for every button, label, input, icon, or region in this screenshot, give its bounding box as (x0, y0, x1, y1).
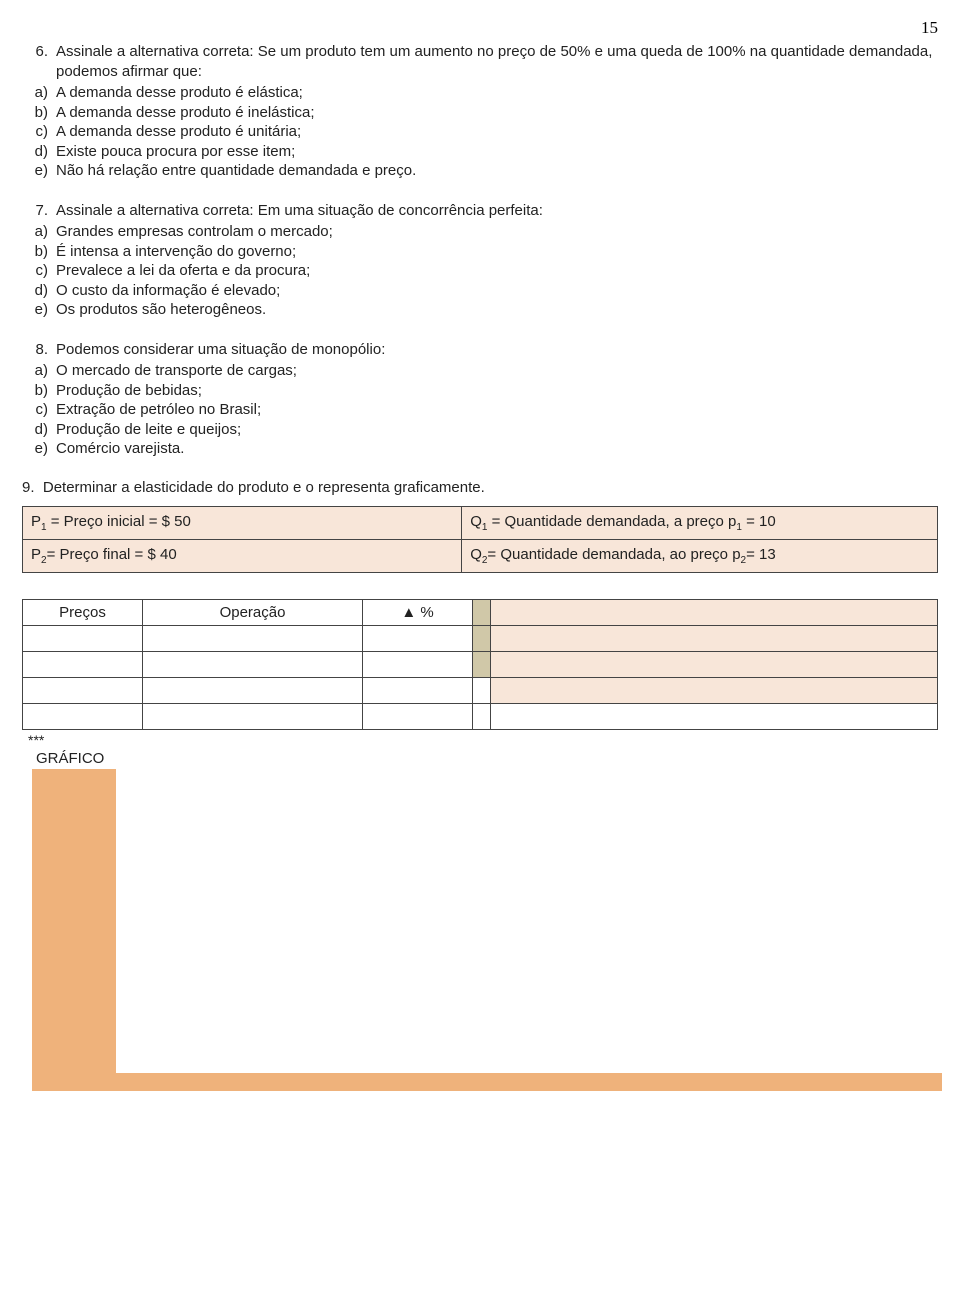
q9-text: Determinar a elasticidade do produto e o… (43, 479, 485, 496)
grafico-label: GRÁFICO (36, 750, 938, 767)
footnote-stars: *** (28, 732, 938, 748)
table-row (23, 625, 938, 651)
table-row: P2= Preço final = $ 40 Q2= Quantidade de… (23, 539, 938, 572)
separator-cell (473, 703, 491, 729)
separator-cell (473, 677, 491, 703)
calc-table: Preços Operação ▲ % (22, 599, 938, 730)
q6-text: Assinale a alternativa correta: Se um pr… (56, 42, 938, 81)
q7-e-label: e) (22, 300, 56, 320)
question-6: 6. Assinale a alternativa correta: Se um… (22, 42, 938, 181)
blank-cell (491, 677, 938, 703)
q6-c-text: A demanda desse produto é unitária; (56, 122, 301, 142)
q8-a-text: O mercado de transporte de cargas; (56, 361, 297, 381)
q8-a-label: a) (22, 361, 56, 381)
q7-b-label: b) (22, 242, 56, 262)
table-row (23, 651, 938, 677)
blank-cell (23, 625, 143, 651)
text: = Preço final = $ 40 (47, 546, 177, 563)
q7-a-text: Grandes empresas controlam o mercado; (56, 222, 333, 242)
text: = Preço inicial = $ 50 (47, 513, 191, 530)
blank-cell (143, 625, 363, 651)
q7-d-label: d) (22, 281, 56, 301)
q8-b-text: Produção de bebidas; (56, 381, 202, 401)
q7-text: Assinale a alternativa correta: Em uma s… (56, 201, 938, 221)
q6-a-text: A demanda desse produto é elástica; (56, 83, 303, 103)
text: P (31, 546, 41, 563)
q9-number: 9. (22, 479, 35, 496)
q8-d-text: Produção de leite e queijos; (56, 420, 241, 440)
table-header-row: Preços Operação ▲ % (23, 599, 938, 625)
q6-c-label: c) (22, 122, 56, 142)
q6-number: 6. (22, 42, 56, 81)
header-operacao: Operação (143, 599, 363, 625)
q6-d-label: d) (22, 142, 56, 162)
text: = 13 (746, 546, 776, 563)
blank-cell (491, 703, 938, 729)
blank-cell (143, 703, 363, 729)
q6-a-label: a) (22, 83, 56, 103)
header-pct: ▲ % (363, 599, 473, 625)
q7-b-text: É intensa a intervenção do governo; (56, 242, 296, 262)
text: = Quantidade demandada, a preço p (487, 513, 736, 530)
q7-a-label: a) (22, 222, 56, 242)
table-row: P1 = Preço inicial = $ 50 Q1 = Quantidad… (23, 506, 938, 539)
blank-cell (23, 677, 143, 703)
blank-cell (363, 625, 473, 651)
header-precos: Preços (23, 599, 143, 625)
q6-b-text: A demanda desse produto é inelástica; (56, 103, 315, 123)
cell-p1: P1 = Preço inicial = $ 50 (23, 506, 462, 539)
q6-d-text: Existe pouca procura por esse item; (56, 142, 295, 162)
chart-x-axis-bar (32, 1073, 942, 1091)
blank-cell (491, 651, 938, 677)
page-number: 15 (22, 18, 938, 38)
cell-q1: Q1 = Quantidade demandada, a preço p1 = … (462, 506, 938, 539)
blank-cell (363, 703, 473, 729)
q7-e-text: Os produtos são heterogêneos. (56, 300, 266, 320)
text: Q (470, 546, 482, 563)
q8-text: Podemos considerar uma situação de monop… (56, 340, 938, 360)
separator-cell (473, 651, 491, 677)
q8-b-label: b) (22, 381, 56, 401)
q8-c-text: Extração de petróleo no Brasil; (56, 400, 261, 420)
chart-axes (26, 769, 942, 1091)
blank-cell (491, 625, 938, 651)
q8-e-label: e) (22, 439, 56, 459)
price-table: P1 = Preço inicial = $ 50 Q1 = Quantidad… (22, 506, 938, 573)
q6-e-text: Não há relação entre quantidade demandad… (56, 161, 416, 181)
blank-cell (363, 677, 473, 703)
q8-d-label: d) (22, 420, 56, 440)
blank-cell (143, 677, 363, 703)
question-7: 7. Assinale a alternativa correta: Em um… (22, 201, 938, 320)
blank-cell (363, 651, 473, 677)
q7-d-text: O custo da informação é elevado; (56, 281, 280, 301)
cell-q2: Q2= Quantidade demandada, ao preço p2= 1… (462, 539, 938, 572)
blank-cell (143, 651, 363, 677)
q7-number: 7. (22, 201, 56, 221)
separator-cell (473, 599, 491, 625)
cell-p2: P2= Preço final = $ 40 (23, 539, 462, 572)
q7-c-label: c) (22, 261, 56, 281)
text: P (31, 513, 41, 530)
q8-e-text: Comércio varejista. (56, 439, 184, 459)
blank-cell (23, 703, 143, 729)
blank-cell (491, 599, 938, 625)
text: = Quantidade demandada, ao preço p (487, 546, 740, 563)
q7-c-text: Prevalece a lei da oferta e da procura; (56, 261, 310, 281)
q8-number: 8. (22, 340, 56, 360)
q6-b-label: b) (22, 103, 56, 123)
text: Q (470, 513, 482, 530)
q8-c-label: c) (22, 400, 56, 420)
blank-cell (23, 651, 143, 677)
text: = 10 (742, 513, 776, 530)
q6-e-label: e) (22, 161, 56, 181)
separator-cell (473, 625, 491, 651)
question-9: 9. Determinar a elasticidade do produto … (22, 479, 938, 496)
chart-y-axis-bar (32, 769, 116, 1073)
table-row (23, 703, 938, 729)
question-8: 8. Podemos considerar uma situação de mo… (22, 340, 938, 459)
table-row (23, 677, 938, 703)
